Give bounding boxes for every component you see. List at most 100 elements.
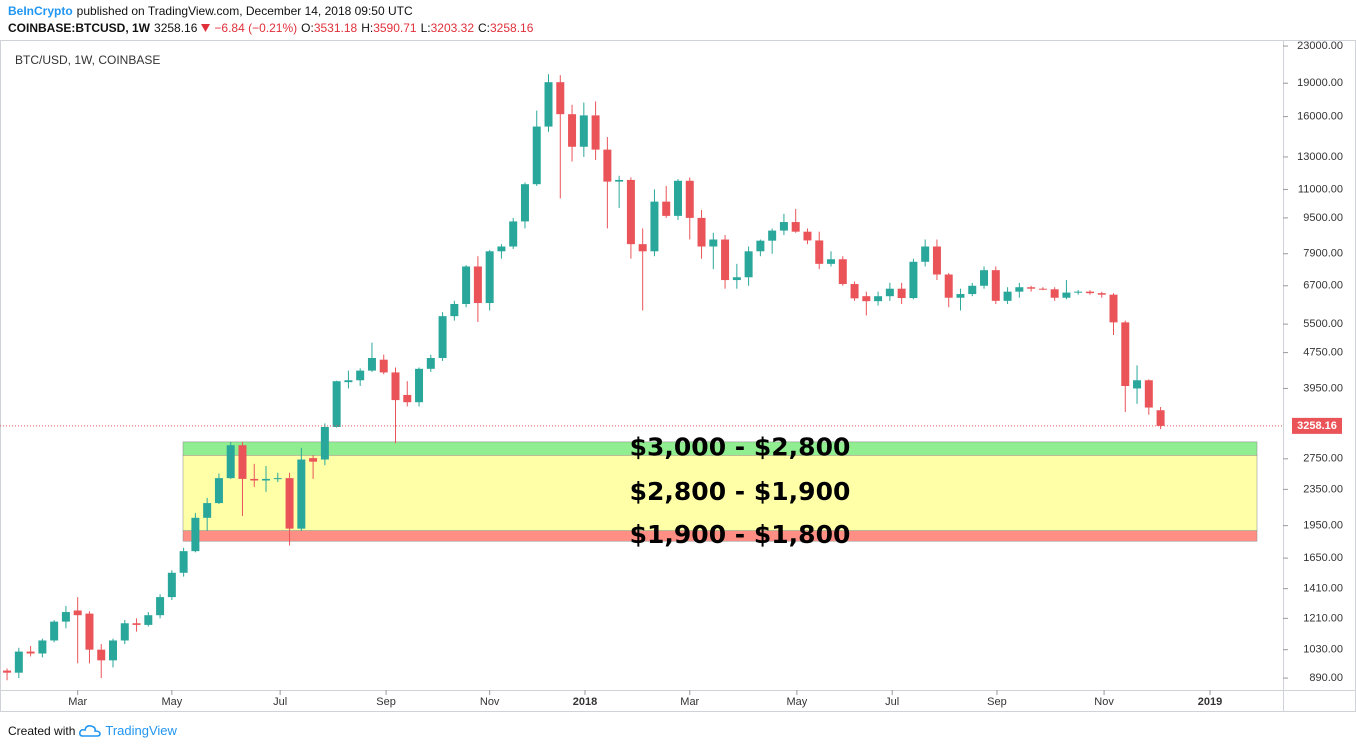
zone-label: $2,800 - $1,900	[630, 477, 851, 506]
candle-body	[1003, 291, 1012, 301]
candle-body	[509, 221, 518, 247]
y-tick-label: 13000.00	[1297, 151, 1343, 163]
y-tick-label: 11000.00	[1298, 183, 1343, 195]
y-tick-label: 1950.00	[1303, 520, 1343, 532]
high-value: 3590.71	[373, 21, 417, 35]
y-tick-label: 4750.00	[1303, 347, 1343, 359]
x-tick-label: Nov	[480, 696, 500, 708]
candle-body	[50, 621, 59, 641]
chart-title: BTC/USD, 1W, COINBASE	[15, 53, 160, 67]
publisher: BeInCrypto	[8, 4, 73, 18]
candle-body	[791, 222, 800, 232]
candle-body	[191, 517, 200, 552]
x-tick-label: Nov	[1094, 696, 1114, 708]
candle-body	[662, 201, 671, 216]
candle-body	[1133, 380, 1142, 389]
brand: TradingView	[105, 723, 177, 738]
candle-body	[556, 82, 565, 115]
down-arrow	[201, 24, 211, 32]
candle-body	[615, 179, 624, 182]
zone-label: $3,000 - $2,800	[630, 433, 851, 462]
candle-body	[14, 651, 23, 673]
candle-body	[132, 623, 141, 625]
candle-body	[462, 266, 471, 305]
candle-body	[61, 612, 70, 622]
y-tick-label: 16000.00	[1297, 111, 1343, 123]
candle-body	[367, 358, 376, 371]
candle-body	[320, 426, 329, 460]
candle-body	[344, 380, 353, 383]
candle-body	[756, 240, 765, 252]
candle-body	[1121, 322, 1130, 387]
candle-body	[520, 184, 529, 222]
candle-body	[980, 270, 989, 286]
candle-body	[485, 251, 494, 304]
candle-body	[673, 180, 682, 216]
open-label: O:	[301, 21, 314, 35]
x-tick-label: 2018	[573, 696, 597, 708]
candle-body	[203, 503, 212, 518]
candle-body	[226, 445, 235, 479]
y-tick-label: 3950.00	[1303, 382, 1343, 394]
candle-body	[544, 82, 553, 127]
tradingview-logo	[79, 724, 102, 737]
y-tick-label: 23000.00	[1297, 40, 1343, 52]
candle-body	[3, 670, 12, 673]
header-line-2: COINBASE:BTCUSD, 1W 3258.16 −6.84 (−0.21…	[8, 21, 533, 35]
candle-body	[309, 458, 318, 462]
candle-body	[156, 597, 165, 616]
candle-body	[285, 478, 294, 529]
x-tick-label: 2019	[1198, 696, 1222, 708]
candle-body	[532, 126, 541, 185]
last-price-box	[1292, 417, 1342, 434]
candle-body	[697, 217, 706, 247]
candle-body	[73, 610, 82, 616]
candle-body	[732, 277, 741, 281]
x-tick-label: May	[161, 696, 182, 708]
candle-body	[1085, 291, 1094, 294]
candle-body	[438, 316, 447, 359]
candle-body	[415, 368, 424, 403]
y-tick-label: 19000.00	[1297, 77, 1343, 89]
candle-body	[1038, 288, 1047, 290]
candle-body	[897, 288, 906, 299]
candle-body	[850, 284, 859, 299]
candle-body	[356, 370, 365, 381]
candle-body	[120, 623, 129, 641]
candle-body	[968, 285, 977, 295]
y-tick-label: 1210.00	[1303, 612, 1343, 624]
candle-body	[179, 551, 188, 573]
candle-body	[815, 240, 824, 264]
candle-body	[827, 259, 836, 264]
y-tick-label: 7900.00	[1303, 248, 1343, 260]
candle-body	[167, 572, 176, 598]
candle-body	[768, 230, 777, 241]
y-tick-label: 9500.00	[1303, 212, 1343, 224]
low-label: L:	[420, 21, 431, 35]
x-tick-label: May	[786, 696, 807, 708]
y-tick-label: 1410.00	[1303, 583, 1343, 595]
y-tick-label: 1650.00	[1303, 552, 1343, 564]
candle-body	[921, 246, 930, 262]
candle-body	[685, 180, 694, 218]
candle-body	[779, 222, 788, 231]
candle-body	[603, 149, 612, 182]
candle-body	[874, 296, 883, 302]
candle-body	[1097, 293, 1106, 295]
candle-body	[838, 259, 847, 285]
candle-body	[1109, 294, 1118, 323]
candle-body	[1156, 410, 1165, 426]
candle-body	[38, 640, 47, 654]
axes: 890.00 1030.00 1210.00 1410.00 1650.00 1950.0…	[0, 40, 1343, 708]
candle-body	[944, 274, 953, 298]
last-price-label: 3258.16	[1297, 420, 1337, 432]
candle-body	[1074, 291, 1083, 293]
change: −6.84 (−0.21%)	[214, 21, 298, 35]
y-tick-label: 2350.00	[1303, 483, 1343, 495]
candle-body	[721, 239, 730, 281]
candle-body	[262, 478, 271, 481]
candle-body	[1027, 287, 1036, 289]
footer: Created with TradingView	[8, 723, 177, 738]
